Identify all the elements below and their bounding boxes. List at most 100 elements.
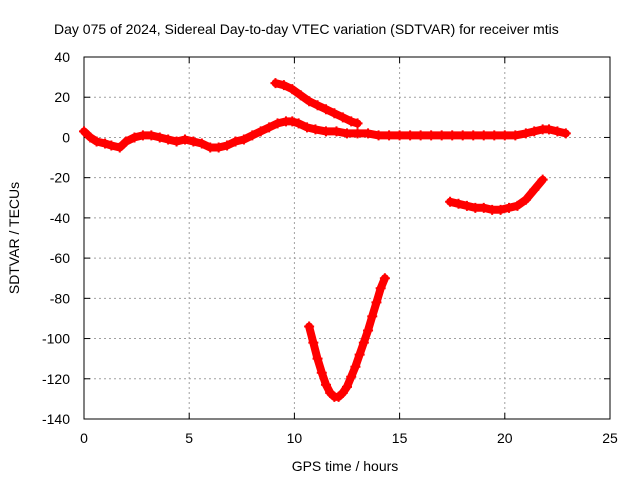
data-point [230,136,241,147]
data-point [468,130,479,141]
y-tick-label: -120 [42,371,70,387]
data-point [352,118,363,129]
data-point [358,337,369,348]
data-point [302,122,313,133]
data-point [222,140,233,151]
data-point [543,124,554,135]
data-point [320,379,331,390]
series-1 [79,116,571,153]
data-point [213,142,224,153]
data-point [375,283,386,294]
data-point [363,128,374,139]
data-point [504,202,515,213]
data-point [436,130,447,141]
data-point [278,80,289,91]
y-tick-label: 40 [54,49,70,65]
data-point [373,130,384,141]
data-point [320,104,331,115]
data-point [270,78,281,89]
data-point [312,100,323,111]
data-point [337,387,348,398]
data-point [394,130,405,141]
series-3 [445,174,548,215]
data-point [461,200,472,211]
data-point [264,122,275,133]
data-point [337,112,348,123]
data-point [478,130,489,141]
y-tick-label: -100 [42,331,70,347]
data-point [85,132,96,143]
data-point [329,108,340,119]
data-point [114,142,125,153]
data-point [79,126,89,137]
data-point [354,349,365,360]
plot-frame [83,56,611,420]
data-point [352,128,363,139]
data-point [510,130,521,141]
data-point [342,128,352,139]
data-point [499,130,510,141]
data-point [529,184,540,195]
data-point [371,297,382,308]
data-point [487,204,498,215]
data-point [489,130,500,141]
data-point [179,134,190,145]
data-point [255,126,266,137]
x-tick-label: 15 [392,430,408,446]
data-point [238,134,249,145]
data-point [304,96,315,107]
data-point [346,371,357,382]
data-point [106,140,117,151]
data-point [426,130,437,141]
data-point [129,132,140,143]
data-point [529,126,540,137]
data-point [154,132,165,143]
tick-layer: 0 5 10 15 20 25 40 20 0 -20 -40 -60 -80 -100 -120 -140 [42,49,618,446]
data-point [350,361,361,372]
data-point [295,90,306,101]
y-tick-label: -80 [50,290,70,306]
data-point [272,118,283,129]
data-point [312,353,323,364]
data-point [188,136,199,147]
y-tick-label: 0 [62,129,70,145]
data-point [445,196,456,207]
data-point [346,116,357,127]
data-point [512,200,523,211]
y-tick-label: -40 [50,210,70,226]
x-tick-label: 0 [80,430,88,446]
data-point [205,142,216,153]
data-point [342,381,352,392]
data-point [331,126,342,137]
y-axis-label: SDTVAR / TECUs [6,182,22,294]
x-tick-label: 20 [497,430,513,446]
data-point [447,130,458,141]
series-2 [270,78,363,129]
y-tick-label: -20 [50,170,70,186]
x-axis-label: GPS time / hours [292,458,399,474]
data-point [520,194,531,205]
data-point [247,130,258,141]
data-point [560,128,571,139]
y-tick-label: -60 [50,250,70,266]
data-point [316,367,327,378]
data-point [520,128,531,139]
data-point [405,130,416,141]
data-point [163,134,174,145]
data-point [495,204,506,215]
data-point [100,138,111,149]
data-point [146,130,157,141]
data-point [453,198,464,209]
data-point [415,130,426,141]
data-point [384,130,395,141]
data-point [287,116,298,127]
data-point [171,136,182,147]
data-point [470,202,481,213]
x-tick-label: 25 [602,430,618,446]
data-point [310,124,321,135]
data-point [196,138,207,149]
data-point [121,136,132,147]
data-point [287,84,298,95]
